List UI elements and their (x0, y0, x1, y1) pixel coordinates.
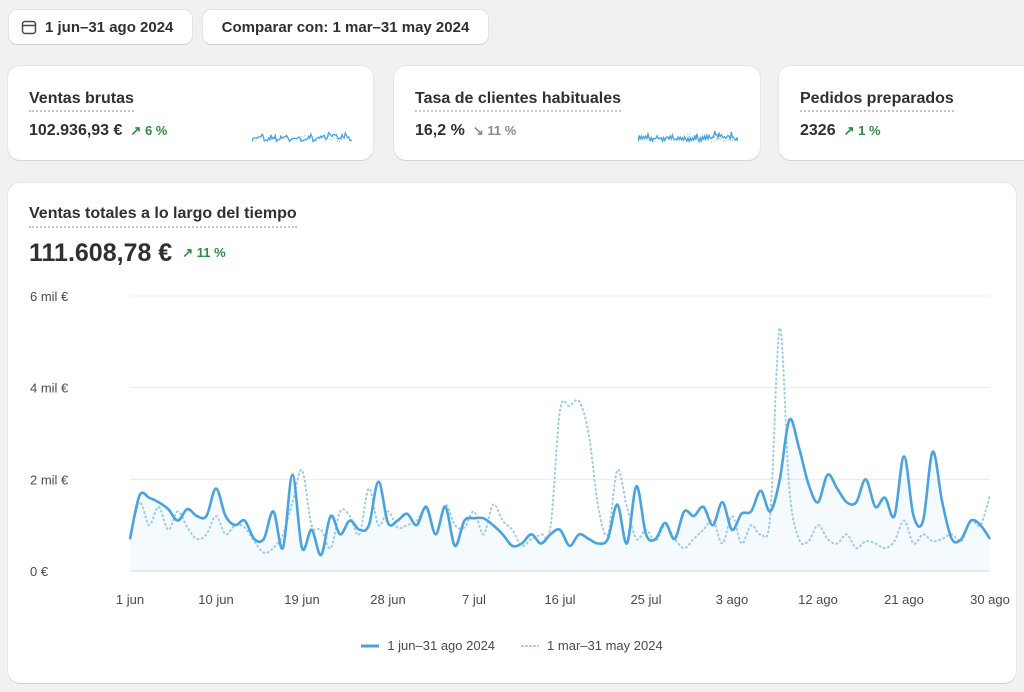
arrow-up-right-icon: ↗ (843, 123, 855, 138)
x-tick-label: 28 jun (370, 592, 405, 607)
y-tick-label: 0 € (30, 564, 49, 579)
kpi-value: 2326 ↗ 1 % (800, 122, 881, 140)
kpi-label[interactable]: Pedidos preparados (800, 90, 954, 112)
x-tick-label: 16 jul (544, 592, 575, 607)
x-tick-label: 19 jun (284, 592, 319, 607)
sparkline-current (252, 130, 352, 143)
kpi-card-orders-fulfilled[interactable]: Pedidos preparados 2326 ↗ 1 % (779, 66, 1024, 160)
arrow-up-right-icon: ↗ (182, 245, 194, 260)
chart-legend: 1 jun–31 ago 2024 1 mar–31 may 2024 (8, 638, 1016, 653)
x-tick-label: 30 ago (970, 592, 1010, 607)
x-tick-label: 21 ago (884, 592, 924, 607)
kpi-label[interactable]: Tasa de clientes habituales (415, 90, 622, 112)
y-tick-label: 6 mil € (30, 289, 69, 304)
sparkline-comparison (252, 133, 352, 143)
kpi-delta-text: 6 % (144, 123, 168, 138)
kpi-value: 102.936,93 € ↗ 6 % (29, 122, 167, 140)
series-line-current (128, 417, 992, 557)
kpi-delta: ↗ 6 % (130, 123, 167, 138)
legend-dotted-swatch (521, 644, 540, 647)
kpi-label[interactable]: Ventas brutas (29, 90, 134, 112)
kpi-value: 16,2 % ↘ 11 % (415, 122, 516, 140)
kpi-delta-text: 1 % (858, 123, 881, 138)
sparkline (638, 130, 738, 144)
legend-solid-swatch (361, 644, 380, 647)
kpi-value-text: 2326 (800, 122, 836, 139)
x-tick-label: 25 jul (630, 592, 661, 607)
legend-item-comparison[interactable]: 1 mar–31 may 2024 (521, 638, 663, 653)
kpi-delta: ↗ 1 % (844, 123, 881, 138)
sparkline-current (638, 130, 738, 144)
x-tick-label: 10 jun (198, 592, 233, 607)
x-tick-label: 3 ago (716, 592, 749, 607)
sparkline-comparison (638, 131, 738, 144)
legend-label: 1 jun–31 ago 2024 (387, 638, 496, 653)
sales-over-time-card: Ventas totales a lo largo del tiempo 111… (8, 183, 1016, 683)
kpi-value-text: 102.936,93 € (29, 122, 123, 139)
legend-label: 1 mar–31 may 2024 (547, 638, 663, 653)
legend-item-current[interactable]: 1 jun–31 ago 2024 (361, 638, 495, 653)
chart-delta: ↗ 11 % (182, 245, 225, 260)
sparkline (252, 130, 352, 143)
arrow-up-right-icon: ↗ (130, 123, 142, 138)
chart-delta-text: 11 % (196, 245, 226, 260)
x-tick-label: 7 jul (462, 592, 486, 607)
chart-total: 111.608,78 € ↗ 11 % (29, 239, 226, 268)
compare-range-picker[interactable]: Comparar con: 1 mar–31 may 2024 (203, 10, 488, 44)
y-tick-label: 4 mil € (30, 381, 69, 396)
chart-total-value: 111.608,78 € (29, 239, 173, 267)
kpi-value-text: 16,2 % (415, 122, 465, 139)
series-line-comparison (129, 327, 991, 554)
x-tick-label: 1 jun (116, 592, 144, 607)
chart-title[interactable]: Ventas totales a lo largo del tiempo (29, 205, 297, 228)
date-range-label: 1 jun–31 ago 2024 (45, 18, 174, 36)
arrow-down-right-icon: ↘ (472, 123, 484, 138)
series-area-current (130, 418, 990, 571)
kpi-card-gross-sales[interactable]: Ventas brutas 102.936,93 € ↗ 6 % (8, 66, 373, 160)
calendar-icon (21, 20, 37, 35)
kpi-card-returning-customers[interactable]: Tasa de clientes habituales 16,2 % ↘ 11 % (394, 66, 760, 160)
kpi-delta: ↘ 11 % (473, 123, 516, 138)
y-tick-label: 2 mil € (30, 472, 69, 487)
date-range-picker[interactable]: 1 jun–31 ago 2024 (9, 10, 192, 44)
kpi-delta-text: 11 % (487, 123, 517, 138)
compare-range-label: Comparar con: 1 mar–31 may 2024 (221, 18, 470, 36)
sales-line-chart[interactable]: 0 € 2 mil € 4 mil € 6 mil € 1 jun 10 jun 19 ju… (8, 183, 1016, 633)
x-tick-label: 12 ago (798, 592, 838, 607)
